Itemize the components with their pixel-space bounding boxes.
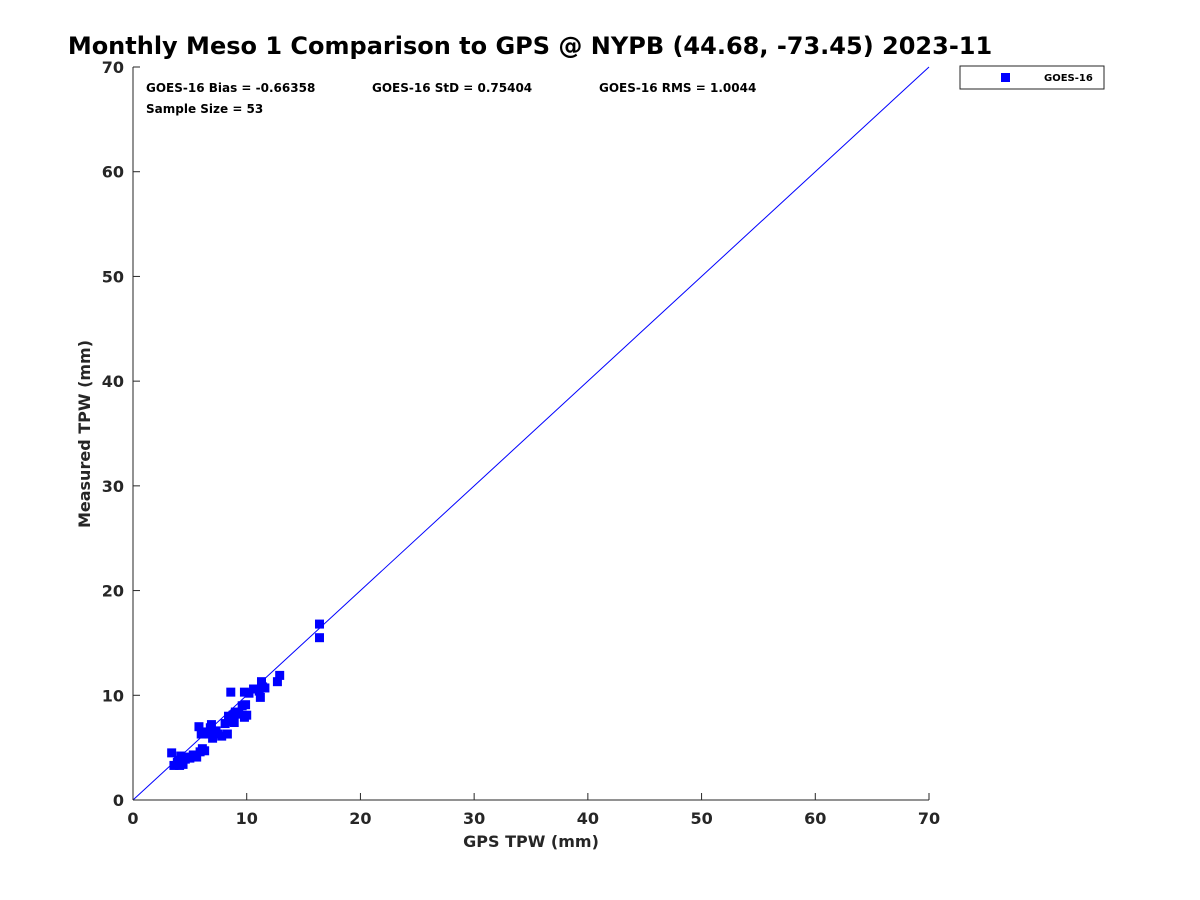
data-point [242, 710, 252, 720]
x-tick-label: 60 [804, 809, 826, 828]
data-point [314, 633, 324, 643]
data-point [191, 751, 201, 761]
data-point [244, 688, 254, 698]
y-tick-label: 50 [102, 267, 124, 286]
plot-area [132, 67, 929, 801]
x-tick-label: 0 [127, 809, 138, 828]
data-point [225, 716, 235, 726]
data-point [211, 726, 221, 736]
data-point [224, 711, 234, 721]
data-point [178, 759, 188, 769]
data-point [275, 670, 285, 680]
x-tick-label: 70 [918, 809, 940, 828]
x-axis-label: GPS TPW (mm) [463, 832, 599, 851]
legend-box [959, 65, 1105, 90]
y-tick-label: 40 [102, 372, 124, 391]
data-point [226, 687, 236, 697]
x-tick-label: 40 [577, 809, 599, 828]
data-point [200, 746, 210, 756]
data-point [208, 733, 218, 743]
x-tick-label: 30 [463, 809, 485, 828]
x-tick-label: 20 [349, 809, 371, 828]
data-point [205, 723, 215, 733]
y-tick-label: 60 [102, 163, 124, 182]
data-point [255, 692, 265, 702]
y-tick-label: 0 [113, 791, 124, 810]
x-tick-label: 50 [690, 809, 712, 828]
data-point [254, 686, 264, 696]
data-point [314, 619, 324, 629]
legend-label-goes-16: GOES-16 [1044, 73, 1093, 84]
data-point [194, 722, 204, 732]
data-point [260, 683, 270, 693]
std-stat: GOES-16 StD = 0.75404 [372, 81, 532, 95]
data-point [222, 729, 232, 739]
y-tick-label: 20 [102, 582, 124, 601]
x-tick-label: 10 [236, 809, 258, 828]
data-point [239, 687, 249, 697]
data-point [234, 709, 244, 719]
data-point [217, 731, 227, 741]
x-axis-ticks: 0 10 20 30 40 50 60 70 [127, 793, 940, 828]
data-point [220, 719, 230, 729]
legend-marker-goes-16 [1001, 73, 1010, 82]
sample-size-stat: Sample Size = 53 [146, 102, 263, 116]
y-tick-label: 30 [102, 477, 124, 496]
y-tick-label: 10 [102, 686, 124, 705]
data-point [249, 684, 259, 694]
legend: GOES-16 [959, 65, 1105, 90]
rms-stat: GOES-16 RMS = 1.0044 [599, 81, 756, 95]
y-tick-label: 70 [102, 58, 124, 77]
data-point [272, 677, 282, 687]
chart-title: Monthly Meso 1 Comparison to GPS @ NYPB … [68, 32, 992, 60]
data-points [167, 619, 324, 770]
bias-stat: GOES-16 Bias = -0.66358 [146, 81, 315, 95]
data-point [196, 729, 206, 739]
data-point [256, 677, 266, 687]
data-point [167, 748, 177, 758]
y-axis-ticks: 0 10 20 30 40 50 60 70 [102, 58, 140, 810]
y-axis-label: Measured TPW (mm) [75, 340, 94, 528]
data-point [173, 755, 183, 765]
data-point [241, 700, 251, 710]
data-point [229, 718, 239, 728]
